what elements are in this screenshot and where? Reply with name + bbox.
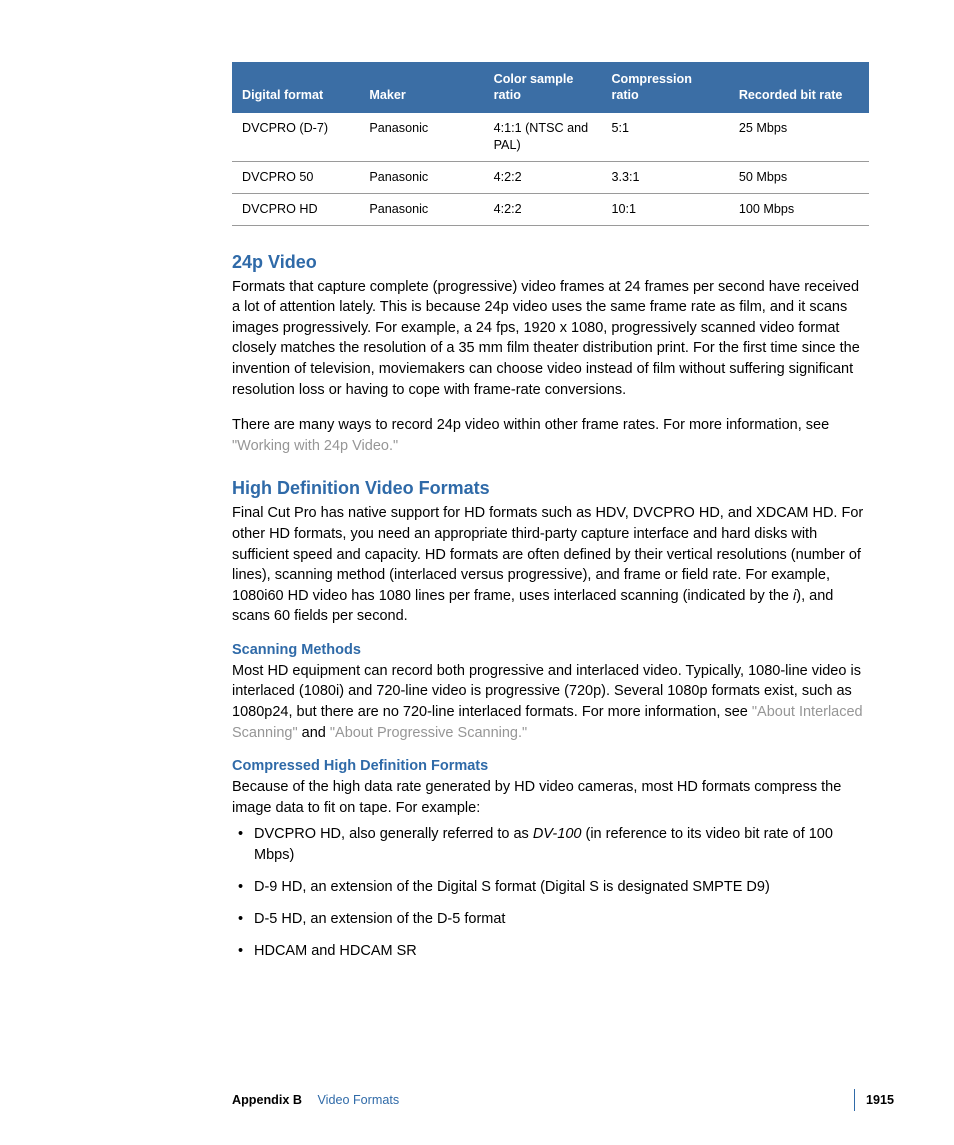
text: DVCPRO HD, also generally referred to as bbox=[254, 826, 533, 842]
cell: 3.3:1 bbox=[601, 161, 728, 193]
body-text: There are many ways to record 24p video … bbox=[232, 415, 869, 456]
cell: DVCPRO (D-7) bbox=[232, 113, 359, 162]
bullet-list: DVCPRO HD, also generally referred to as… bbox=[232, 824, 869, 961]
body-text: Final Cut Pro has native support for HD … bbox=[232, 503, 869, 626]
cell: 4:2:2 bbox=[484, 193, 602, 225]
heading-hd-formats: High Definition Video Formats bbox=[232, 478, 869, 499]
table-row: DVCPRO 50 Panasonic 4:2:2 3.3:1 50 Mbps bbox=[232, 161, 869, 193]
cell: Panasonic bbox=[359, 193, 483, 225]
th-bitrate: Recorded bit rate bbox=[729, 62, 869, 113]
list-item: HDCAM and HDCAM SR bbox=[232, 941, 869, 961]
cell: 10:1 bbox=[601, 193, 728, 225]
heading-compressed-hd: Compressed High Definition Formats bbox=[232, 758, 869, 774]
cell: Panasonic bbox=[359, 113, 483, 162]
table-row: DVCPRO (D-7) Panasonic 4:1:1 (NTSC and P… bbox=[232, 113, 869, 162]
cell: 100 Mbps bbox=[729, 193, 869, 225]
text: There are many ways to record 24p video … bbox=[232, 417, 829, 433]
cell: 50 Mbps bbox=[729, 161, 869, 193]
cell: DVCPRO HD bbox=[232, 193, 359, 225]
link-working-with-24p[interactable]: "Working with 24p Video." bbox=[232, 438, 398, 454]
footer-appendix: Appendix B bbox=[232, 1093, 302, 1107]
th-compression: Compression ratio bbox=[601, 62, 728, 113]
cell: 5:1 bbox=[601, 113, 728, 162]
cell: 4:1:1 (NTSC and PAL) bbox=[484, 113, 602, 162]
table-header-row: Digital format Maker Color sample ratio … bbox=[232, 62, 869, 113]
footer-title: Video Formats bbox=[317, 1093, 399, 1107]
footer-page-number: 1915 bbox=[854, 1093, 894, 1107]
cell: 25 Mbps bbox=[729, 113, 869, 162]
th-maker: Maker bbox=[359, 62, 483, 113]
link-progressive-scanning[interactable]: "About Progressive Scanning." bbox=[330, 725, 527, 741]
body-text: Most HD equipment can record both progre… bbox=[232, 661, 869, 743]
heading-24p-video: 24p Video bbox=[232, 252, 869, 273]
list-item: DVCPRO HD, also generally referred to as… bbox=[232, 824, 869, 865]
list-item: D-9 HD, an extension of the Digital S fo… bbox=[232, 877, 869, 897]
formats-table: Digital format Maker Color sample ratio … bbox=[232, 62, 869, 226]
page-footer: Appendix B Video Formats 1915 bbox=[232, 1093, 894, 1107]
footer-left: Appendix B Video Formats bbox=[232, 1093, 399, 1107]
body-text: Because of the high data rate generated … bbox=[232, 777, 869, 818]
body-text: Formats that capture complete (progressi… bbox=[232, 277, 869, 400]
table-row: DVCPRO HD Panasonic 4:2:2 10:1 100 Mbps bbox=[232, 193, 869, 225]
cell: Panasonic bbox=[359, 161, 483, 193]
cell: DVCPRO 50 bbox=[232, 161, 359, 193]
heading-scanning-methods: Scanning Methods bbox=[232, 642, 869, 658]
italic-dv100: DV-100 bbox=[533, 826, 582, 842]
cell: 4:2:2 bbox=[484, 161, 602, 193]
text: and bbox=[298, 725, 330, 741]
text: Final Cut Pro has native support for HD … bbox=[232, 505, 863, 603]
th-color-sample: Color sample ratio bbox=[484, 62, 602, 113]
th-digital-format: Digital format bbox=[232, 62, 359, 113]
list-item: D-5 HD, an extension of the D-5 format bbox=[232, 909, 869, 929]
